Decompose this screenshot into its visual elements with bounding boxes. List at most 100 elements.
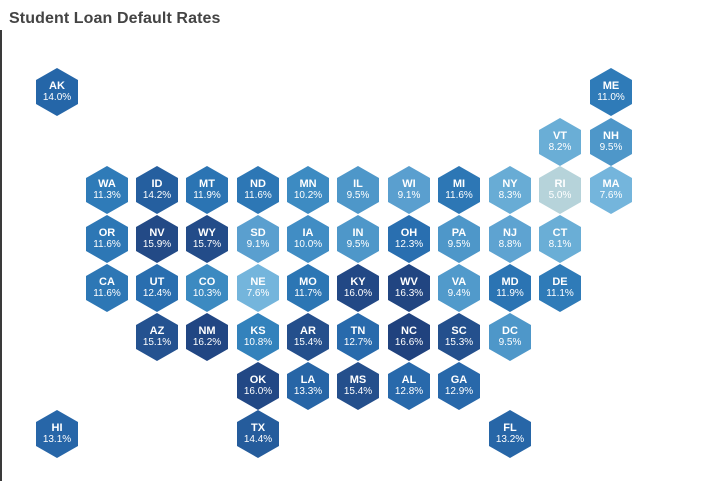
state-abbr: NM [198, 325, 216, 337]
state-tile-in[interactable]: IN 9.5% [337, 215, 379, 263]
state-value: 15.3% [444, 337, 474, 348]
state-value: 9.5% [447, 239, 471, 250]
state-abbr: WV [400, 276, 418, 288]
state-value: 10.3% [192, 288, 222, 299]
state-abbr: KS [250, 325, 266, 337]
state-tile-id[interactable]: ID 14.2% [136, 166, 178, 214]
state-tile-ga[interactable]: GA 12.9% [438, 362, 480, 410]
state-value: 12.7% [343, 337, 373, 348]
state-value: 11.9% [193, 190, 221, 201]
state-tile-ms[interactable]: MS 15.4% [337, 362, 379, 410]
state-tile-la[interactable]: LA 13.3% [287, 362, 329, 410]
frame-left-border [0, 30, 2, 481]
state-value: 10.8% [243, 337, 273, 348]
state-value: 15.4% [343, 386, 373, 397]
state-abbr: MT [199, 178, 215, 190]
state-tile-ky[interactable]: KY 16.0% [337, 264, 379, 312]
state-tile-wy[interactable]: WY 15.7% [186, 215, 228, 263]
state-tile-de[interactable]: DE 11.1% [539, 264, 581, 312]
state-tile-ca[interactable]: CA 11.6% [86, 264, 128, 312]
state-tile-ct[interactable]: CT 8.1% [539, 215, 581, 263]
state-tile-wv[interactable]: WV 16.3% [388, 264, 430, 312]
state-tile-co[interactable]: CO 10.3% [186, 264, 228, 312]
state-value: 15.4% [293, 337, 323, 348]
state-value: 12.3% [394, 239, 424, 250]
state-tile-tn[interactable]: TN 12.7% [337, 313, 379, 361]
state-tile-ks[interactable]: KS 10.8% [237, 313, 279, 361]
state-tile-nd[interactable]: ND 11.6% [237, 166, 279, 214]
state-tile-nm[interactable]: NM 16.2% [186, 313, 228, 361]
state-tile-me[interactable]: ME 11.0% [590, 68, 632, 116]
state-abbr: ID [151, 178, 163, 190]
state-value: 16.3% [394, 288, 424, 299]
state-tile-va[interactable]: VA 9.4% [438, 264, 480, 312]
state-tile-fl[interactable]: FL 13.2% [489, 410, 531, 458]
state-tile-nc[interactable]: NC 16.6% [388, 313, 430, 361]
state-value: 11.6% [445, 190, 473, 201]
state-abbr: GA [450, 374, 468, 386]
state-tile-az[interactable]: AZ 15.1% [136, 313, 178, 361]
state-tile-nj[interactable]: NJ 8.8% [489, 215, 531, 263]
state-abbr: NJ [502, 227, 518, 239]
state-abbr: KY [350, 276, 366, 288]
state-value: 7.6% [599, 190, 623, 201]
state-abbr: CT [552, 227, 568, 239]
state-tile-ok[interactable]: OK 16.0% [237, 362, 279, 410]
state-value: 15.7% [192, 239, 222, 250]
state-value: 16.0% [243, 386, 273, 397]
state-tile-ri[interactable]: RI 5.0% [539, 166, 581, 214]
state-abbr: DC [502, 325, 518, 337]
state-tile-nh[interactable]: NH 9.5% [590, 118, 632, 166]
state-tile-wa[interactable]: WA 11.3% [86, 166, 128, 214]
state-tile-ma[interactable]: MA 7.6% [590, 166, 632, 214]
state-abbr: HI [51, 422, 63, 434]
state-tile-dc[interactable]: DC 9.5% [489, 313, 531, 361]
state-value: 14.0% [42, 92, 72, 103]
state-tile-al[interactable]: AL 12.8% [388, 362, 430, 410]
state-value: 15.9% [142, 239, 172, 250]
state-tile-il[interactable]: IL 9.5% [337, 166, 379, 214]
state-abbr: OH [400, 227, 418, 239]
state-tile-sd[interactable]: SD 9.1% [237, 215, 279, 263]
state-tile-mi[interactable]: MI 11.6% [438, 166, 480, 214]
state-tile-or[interactable]: OR 11.6% [86, 215, 128, 263]
state-tile-ny[interactable]: NY 8.3% [489, 166, 531, 214]
state-abbr: NH [603, 130, 619, 142]
state-tile-md[interactable]: MD 11.9% [489, 264, 531, 312]
state-abbr: VT [552, 130, 568, 142]
state-tile-mo[interactable]: MO 11.7% [287, 264, 329, 312]
state-tile-ia[interactable]: IA 10.0% [287, 215, 329, 263]
state-abbr: MS [349, 374, 367, 386]
state-value: 5.0% [548, 190, 572, 201]
state-abbr: UT [149, 276, 165, 288]
state-tile-ar[interactable]: AR 15.4% [287, 313, 329, 361]
state-tile-ne[interactable]: NE 7.6% [237, 264, 279, 312]
state-abbr: OR [98, 227, 116, 239]
state-tile-mn[interactable]: MN 10.2% [287, 166, 329, 214]
state-tile-oh[interactable]: OH 12.3% [388, 215, 430, 263]
state-value: 8.8% [498, 239, 522, 250]
state-tile-pa[interactable]: PA 9.5% [438, 215, 480, 263]
state-abbr: FL [503, 422, 517, 434]
state-value: 11.0% [597, 92, 625, 103]
state-tile-ut[interactable]: UT 12.4% [136, 264, 178, 312]
state-tile-wi[interactable]: WI 9.1% [388, 166, 430, 214]
state-abbr: PA [451, 227, 467, 239]
state-value: 10.2% [293, 190, 323, 201]
state-abbr: OK [249, 374, 267, 386]
state-abbr: AK [49, 80, 65, 92]
state-tile-ak[interactable]: AK 14.0% [36, 68, 78, 116]
state-tile-tx[interactable]: TX 14.4% [237, 410, 279, 458]
state-abbr: SD [250, 227, 266, 239]
chart-title: Student Loan Default Rates [9, 10, 221, 27]
state-tile-nv[interactable]: NV 15.9% [136, 215, 178, 263]
state-tile-mt[interactable]: MT 11.9% [186, 166, 228, 214]
state-abbr: TX [250, 422, 266, 434]
state-tile-sc[interactable]: SC 15.3% [438, 313, 480, 361]
state-abbr: MO [299, 276, 317, 288]
state-value: 16.6% [394, 337, 424, 348]
state-abbr: RI [554, 178, 566, 190]
state-tile-vt[interactable]: VT 8.2% [539, 118, 581, 166]
state-value: 16.2% [192, 337, 222, 348]
state-tile-hi[interactable]: HI 13.1% [36, 410, 78, 458]
